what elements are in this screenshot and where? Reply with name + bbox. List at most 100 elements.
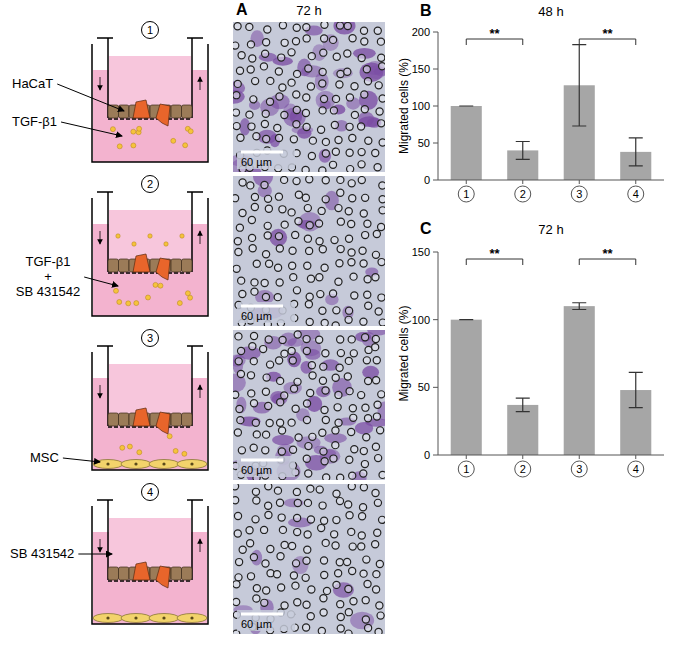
scale-bar — [241, 459, 283, 462]
pore — [330, 455, 337, 462]
msc-cell — [149, 460, 179, 469]
pore — [302, 166, 309, 172]
y-tick — [433, 69, 438, 70]
pore — [248, 234, 255, 241]
pore — [253, 260, 260, 267]
well — [92, 44, 208, 162]
pore — [238, 447, 245, 454]
pore — [376, 602, 383, 609]
hacat-cell — [182, 413, 193, 426]
stained-cell — [284, 499, 304, 508]
pore — [372, 541, 379, 548]
pore — [333, 53, 340, 60]
migrating-cell — [133, 254, 150, 272]
pore — [260, 63, 267, 70]
condition-circle — [142, 330, 159, 347]
pore — [293, 178, 300, 185]
pore — [288, 79, 295, 86]
pore — [379, 63, 385, 70]
msc-cell — [177, 460, 207, 469]
pore — [333, 490, 340, 497]
pore — [293, 91, 300, 98]
pore — [265, 260, 272, 267]
pore — [362, 194, 369, 201]
pore — [304, 531, 311, 538]
pore — [361, 38, 368, 45]
y-tick — [433, 455, 438, 456]
stained-cell — [233, 355, 246, 367]
x-tick — [579, 180, 580, 184]
pore — [239, 546, 246, 553]
pore — [349, 195, 356, 202]
migrating-cell — [156, 412, 170, 434]
pore — [264, 222, 271, 229]
pore — [344, 68, 351, 75]
x-axis — [438, 180, 664, 181]
hacat-cell — [171, 259, 182, 272]
pore — [333, 516, 340, 523]
pore — [345, 316, 352, 323]
y-tick — [433, 180, 438, 181]
pore — [281, 602, 288, 609]
condition-label: HaCaT — [12, 76, 53, 91]
well — [92, 198, 208, 316]
figure: A72 h1HaCaTTGF-β160 µm2TGF-β1+SB 4315426… — [0, 0, 678, 645]
pore — [348, 336, 355, 343]
y-tick — [433, 106, 438, 107]
pore — [237, 134, 244, 141]
pore — [260, 526, 267, 533]
pore — [345, 585, 352, 592]
category-circle — [571, 461, 587, 477]
pore — [294, 499, 301, 506]
stained-cell — [233, 90, 245, 104]
pore — [278, 54, 285, 61]
pore — [233, 598, 240, 605]
pore — [275, 134, 282, 141]
pore — [362, 231, 369, 238]
pore — [292, 582, 299, 589]
pore — [379, 182, 385, 189]
pore — [250, 332, 257, 339]
factor-dot — [188, 129, 193, 134]
insert-medium — [109, 56, 191, 118]
x-tick — [466, 455, 467, 459]
label-arrow — [63, 458, 100, 462]
flow-arrow — [200, 77, 201, 90]
pore — [335, 419, 342, 426]
pore — [293, 24, 300, 31]
pore — [247, 182, 254, 189]
insert — [97, 346, 203, 426]
pore — [304, 499, 311, 506]
pore — [276, 357, 283, 364]
pore — [289, 262, 296, 269]
pore — [293, 287, 300, 294]
pore — [346, 94, 353, 101]
factor-dot — [137, 126, 142, 131]
pore — [363, 357, 370, 364]
scale-patch — [237, 610, 295, 631]
pore — [235, 558, 242, 565]
pore — [335, 136, 342, 143]
pore — [266, 98, 273, 105]
stained-cell — [355, 332, 371, 342]
factor-dot — [117, 299, 122, 304]
y-tick-label: 0 — [424, 449, 430, 461]
micrograph — [233, 176, 385, 326]
pore — [274, 124, 281, 131]
pore — [275, 68, 282, 75]
pore — [350, 414, 357, 421]
pore — [249, 245, 256, 252]
pore — [262, 388, 269, 395]
pore — [337, 218, 344, 225]
label-arrow — [78, 554, 112, 555]
flow-arrow — [100, 385, 101, 398]
pore — [376, 560, 383, 567]
pore — [372, 335, 379, 342]
pore — [234, 530, 241, 537]
pore — [360, 570, 367, 577]
pore — [277, 377, 284, 384]
pore — [279, 84, 286, 91]
condition-circle — [142, 22, 159, 39]
pore — [373, 230, 380, 237]
pore — [345, 630, 352, 634]
